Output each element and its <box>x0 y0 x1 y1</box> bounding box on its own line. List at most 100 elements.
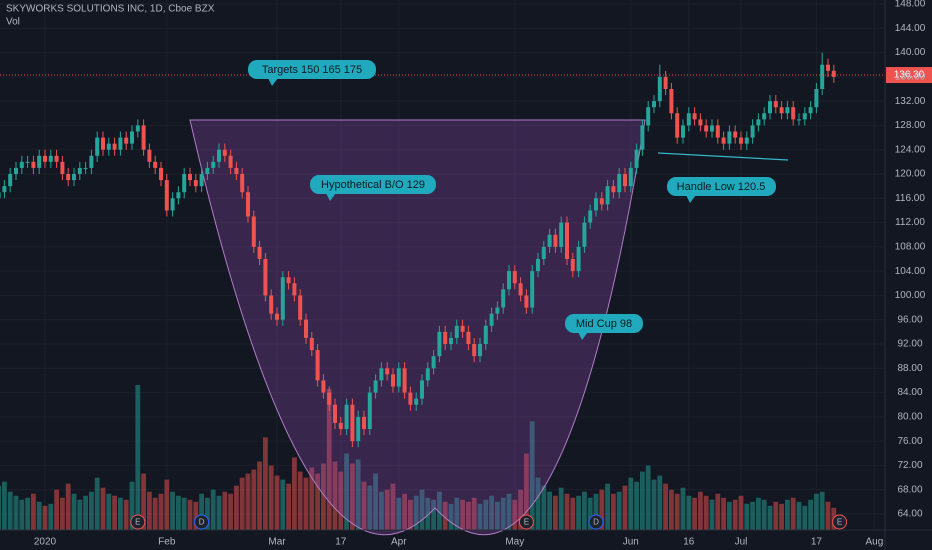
volume-bar <box>657 475 663 530</box>
candle-body <box>350 404 355 442</box>
candle-body <box>77 167 82 174</box>
event-label: E <box>135 518 140 527</box>
candle-body <box>309 337 314 351</box>
volume-bar <box>431 499 436 530</box>
volume-bar <box>408 499 413 530</box>
volume-bar <box>71 493 77 530</box>
x-tick-label: Jun <box>623 537 639 548</box>
volume-bar <box>36 501 42 530</box>
candle-body <box>292 283 297 296</box>
volume-bar <box>245 473 251 530</box>
volume-bar <box>251 469 257 530</box>
annotation: Mid Cup 98 <box>565 314 643 340</box>
candle-body <box>576 246 581 272</box>
volume-bar <box>286 483 291 530</box>
volume-bar <box>199 493 204 530</box>
candle-body <box>193 180 198 187</box>
candle-body <box>391 374 395 387</box>
candle-body <box>802 113 807 120</box>
volume-bar <box>210 489 216 530</box>
candle-body <box>814 89 819 108</box>
candle-body <box>599 198 604 205</box>
annotation-text: Targets 150 165 175 <box>262 64 362 76</box>
volume-bar <box>135 385 141 530</box>
annotation: Handle Low 120.5 <box>667 177 776 203</box>
volume-bar <box>570 497 576 530</box>
candle-body <box>437 331 442 357</box>
x-tick-label: Jul <box>735 537 748 548</box>
chart-title: SKYWORKS SOLUTIONS INC, 1D, Cboe BZX <box>6 4 215 15</box>
volume-bar <box>338 471 344 530</box>
candle-body <box>715 125 720 138</box>
y-tick-label: 72.00 <box>897 460 922 471</box>
volume-bar <box>564 493 570 530</box>
volume-bar <box>89 491 94 530</box>
candle-body <box>443 331 448 344</box>
volume-bar <box>518 489 523 530</box>
volume-bar <box>489 495 494 530</box>
volume-bar <box>732 499 738 530</box>
event-badge <box>518 514 534 530</box>
candle-body <box>153 161 158 168</box>
candle-body <box>768 101 772 114</box>
event-label: E <box>837 518 842 527</box>
candle-body <box>112 143 117 150</box>
candle-body <box>228 155 233 168</box>
candle-body <box>257 246 262 259</box>
y-tick-label: 88.00 <box>897 363 922 374</box>
volume-bar <box>187 499 193 530</box>
volume-bar <box>808 499 813 530</box>
candle-body <box>182 174 187 193</box>
x-tick-label: 2020 <box>34 537 57 548</box>
volume-bar <box>785 499 790 530</box>
candle-body <box>344 404 349 429</box>
y-tick-label: 64.00 <box>897 509 922 520</box>
candle-body <box>222 149 227 156</box>
volume-bar <box>616 491 622 530</box>
x-tick-label: 17 <box>335 537 347 548</box>
candle-body <box>454 325 459 338</box>
candle-body <box>280 277 285 320</box>
candle-body <box>744 137 749 144</box>
volume-bar <box>425 497 431 530</box>
volume-bar <box>94 477 100 530</box>
candle-body <box>727 131 732 144</box>
cup-shape <box>189 119 646 536</box>
candle-body <box>565 222 569 259</box>
volume-bar <box>216 495 222 530</box>
volume-bar <box>193 501 199 530</box>
y-tick-label: 96.00 <box>897 314 922 325</box>
volume-bar <box>7 491 13 530</box>
y-tick-label: 104.00 <box>895 266 926 277</box>
candle-body <box>414 398 419 405</box>
y-tick-label: 136.00 <box>895 71 926 82</box>
candle-body <box>826 64 830 71</box>
volume-bar <box>558 487 564 530</box>
candle-body <box>101 137 105 150</box>
event-badge <box>130 514 146 530</box>
candle-body <box>594 198 598 211</box>
annotation-text: Mid Cup 98 <box>576 318 632 330</box>
volume-bar <box>83 495 88 530</box>
candle-body <box>541 246 546 259</box>
candle-body <box>536 259 540 272</box>
volume-bar <box>686 495 692 530</box>
candle-body <box>141 125 146 150</box>
x-tick-label: Apr <box>391 537 407 548</box>
y-tick-label: 116.00 <box>895 193 925 204</box>
candle-body <box>681 125 685 138</box>
y-tick-label: 140.00 <box>895 47 926 58</box>
candle-body <box>472 344 477 357</box>
x-tick-label: May <box>505 537 524 548</box>
candle-body <box>692 113 697 120</box>
volume-bar <box>605 483 610 530</box>
volume-bar <box>535 477 541 530</box>
volume-label: Vol <box>6 17 20 28</box>
candle-body <box>449 337 453 344</box>
volume-bar <box>321 463 326 530</box>
y-tick-label: 100.00 <box>895 290 926 301</box>
volume-bar <box>309 467 315 530</box>
volume-bar <box>698 491 703 530</box>
candle-body <box>234 167 239 174</box>
